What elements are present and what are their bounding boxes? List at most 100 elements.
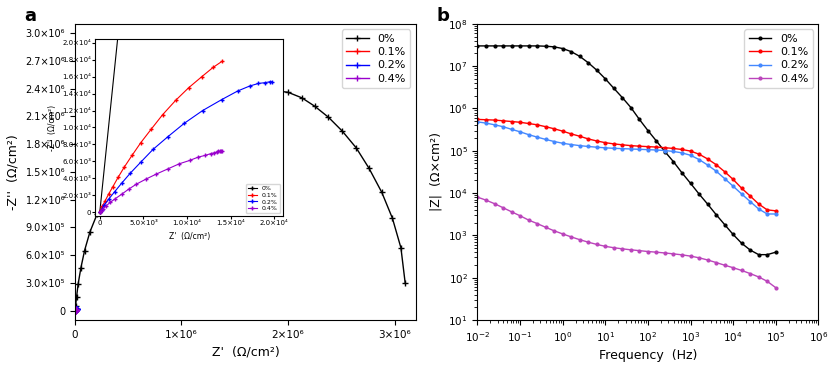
0.2% [70,308,80,313]
0.1% [635,144,645,148]
0.1% [600,141,610,145]
0% [73,282,84,286]
0.4% [549,229,559,233]
0% [592,68,602,72]
0.2% [660,148,670,153]
0% [600,77,610,81]
0.4% [669,252,679,256]
0.2% [651,148,661,152]
0% [728,232,738,237]
0.2% [71,308,81,312]
0.2% [694,157,704,162]
0% [762,252,772,257]
0.1% [70,308,80,313]
0.4% [720,263,730,268]
0.4% [70,308,80,313]
0% [651,139,661,143]
0.4% [72,308,82,312]
0.4% [72,308,82,312]
0% [233,94,243,98]
0.1% [584,137,594,141]
0.4% [728,265,738,270]
0.2% [489,123,499,127]
0% [85,230,95,234]
0% [160,132,170,136]
0.1% [609,142,619,146]
0% [481,44,491,48]
0.4% [70,308,80,313]
0% [745,248,755,252]
0% [558,46,568,51]
0.1% [574,134,584,138]
0% [754,252,764,257]
0.4% [71,308,81,312]
0.4% [702,258,712,262]
0% [364,166,374,170]
Line: 0.4%: 0.4% [475,194,778,290]
0% [686,181,696,186]
Line: 0.2%: 0.2% [475,119,778,217]
0.4% [489,201,499,206]
X-axis label: Z'  (Ω/cm²): Z' (Ω/cm²) [211,345,279,358]
0.4% [71,308,81,313]
0.1% [70,308,80,313]
0% [310,104,320,108]
0.1% [711,162,721,167]
0.1% [481,117,491,122]
0.1% [71,308,81,312]
0.2% [473,120,483,124]
0.4% [643,249,653,254]
Y-axis label: -Z''  (Ω/cm²): -Z'' (Ω/cm²) [7,134,20,210]
0.1% [660,145,670,150]
0% [72,294,82,299]
0.2% [515,130,525,134]
0.2% [498,124,508,129]
0.2% [72,307,82,311]
0% [352,146,362,150]
0% [702,202,712,206]
0.1% [71,307,81,311]
0% [337,129,347,133]
0% [720,223,730,227]
0.2% [524,132,534,137]
0.2% [669,149,679,154]
0% [76,266,86,270]
0.1% [771,208,781,213]
0.2% [771,212,781,216]
0.4% [507,210,517,214]
0% [473,44,483,48]
0.4% [592,242,602,246]
0.2% [626,147,636,151]
0% [93,211,103,216]
0% [584,61,594,65]
Line: 0.1%: 0.1% [475,117,778,214]
0% [626,105,636,110]
0.4% [70,308,80,313]
0.4% [515,214,525,218]
0.2% [72,307,82,311]
0.1% [626,144,636,148]
0.4% [540,225,550,230]
0% [251,89,261,94]
0% [144,146,154,150]
0% [268,88,278,93]
0.4% [600,244,610,249]
0.4% [70,308,80,313]
0.1% [72,307,82,311]
0.2% [600,146,610,150]
0% [396,245,406,250]
0.4% [71,308,81,313]
0.1% [70,308,80,313]
0.2% [574,144,584,148]
0.2% [643,148,653,152]
0.4% [574,238,584,242]
0.2% [70,308,80,313]
0.4% [558,232,568,236]
0.2% [592,145,602,149]
0.2% [609,146,619,151]
0.2% [71,307,81,312]
0% [549,45,559,49]
0.1% [71,307,81,312]
0.2% [72,307,82,311]
0.4% [70,308,80,313]
